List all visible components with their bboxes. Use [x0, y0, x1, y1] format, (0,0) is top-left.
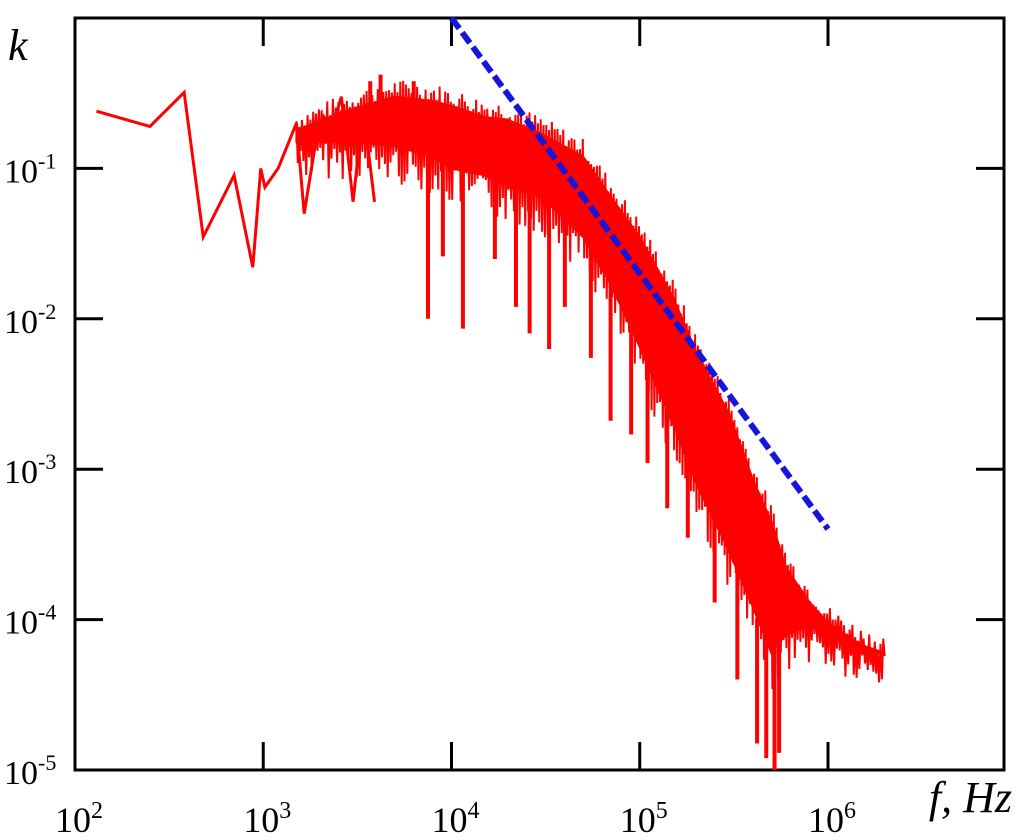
x-tick-exponent: 3	[279, 798, 291, 824]
plot-frame	[73, 16, 1006, 772]
spectrum-noise	[295, 80, 886, 690]
x-tick-label: 104	[432, 798, 480, 835]
y-axis-label: k	[8, 21, 29, 70]
ticks-layer	[75, 18, 1004, 770]
x-tick-label: 102	[55, 798, 103, 835]
y-tick-exponent: -5	[38, 750, 56, 775]
x-tick-exponent: 5	[656, 798, 668, 824]
x-tick-label: 106	[808, 798, 856, 835]
x-tick-exponent: 4	[468, 798, 480, 824]
x-tick-exponent: 2	[91, 798, 103, 824]
y-tick-label: 10-1	[4, 148, 56, 190]
y-tick-label: 10-3	[4, 449, 56, 491]
x-tick-label: 103	[243, 798, 291, 835]
y-tick-label: 10-4	[4, 600, 56, 642]
y-tick-label: 10-5	[4, 750, 56, 792]
y-tick-exponent: -4	[38, 600, 56, 625]
y-tick-exponent: -2	[38, 299, 56, 324]
x-axis-label: f, Hz	[929, 773, 1012, 822]
spectrum-line	[96, 89, 377, 268]
y-tick-label: 10-2	[4, 299, 56, 341]
fit-line-dashed	[449, 16, 831, 531]
y-tick-exponent: -3	[38, 449, 56, 474]
y-tick-exponent: -1	[38, 148, 56, 173]
data-layer	[96, 16, 886, 770]
x-tick-label: 105	[620, 798, 668, 835]
x-tick-exponent: 6	[844, 798, 856, 824]
